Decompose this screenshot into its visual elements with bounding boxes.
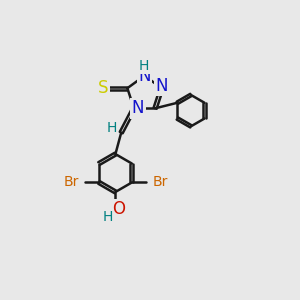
Text: N: N <box>132 99 144 117</box>
Text: Br: Br <box>152 176 167 190</box>
Text: H: H <box>102 210 112 224</box>
Text: N: N <box>155 77 168 95</box>
Text: N: N <box>138 67 151 85</box>
Text: S: S <box>98 79 109 97</box>
Text: H: H <box>138 59 148 73</box>
Text: H: H <box>106 122 117 135</box>
Text: Br: Br <box>63 176 79 190</box>
Text: O: O <box>112 200 125 218</box>
